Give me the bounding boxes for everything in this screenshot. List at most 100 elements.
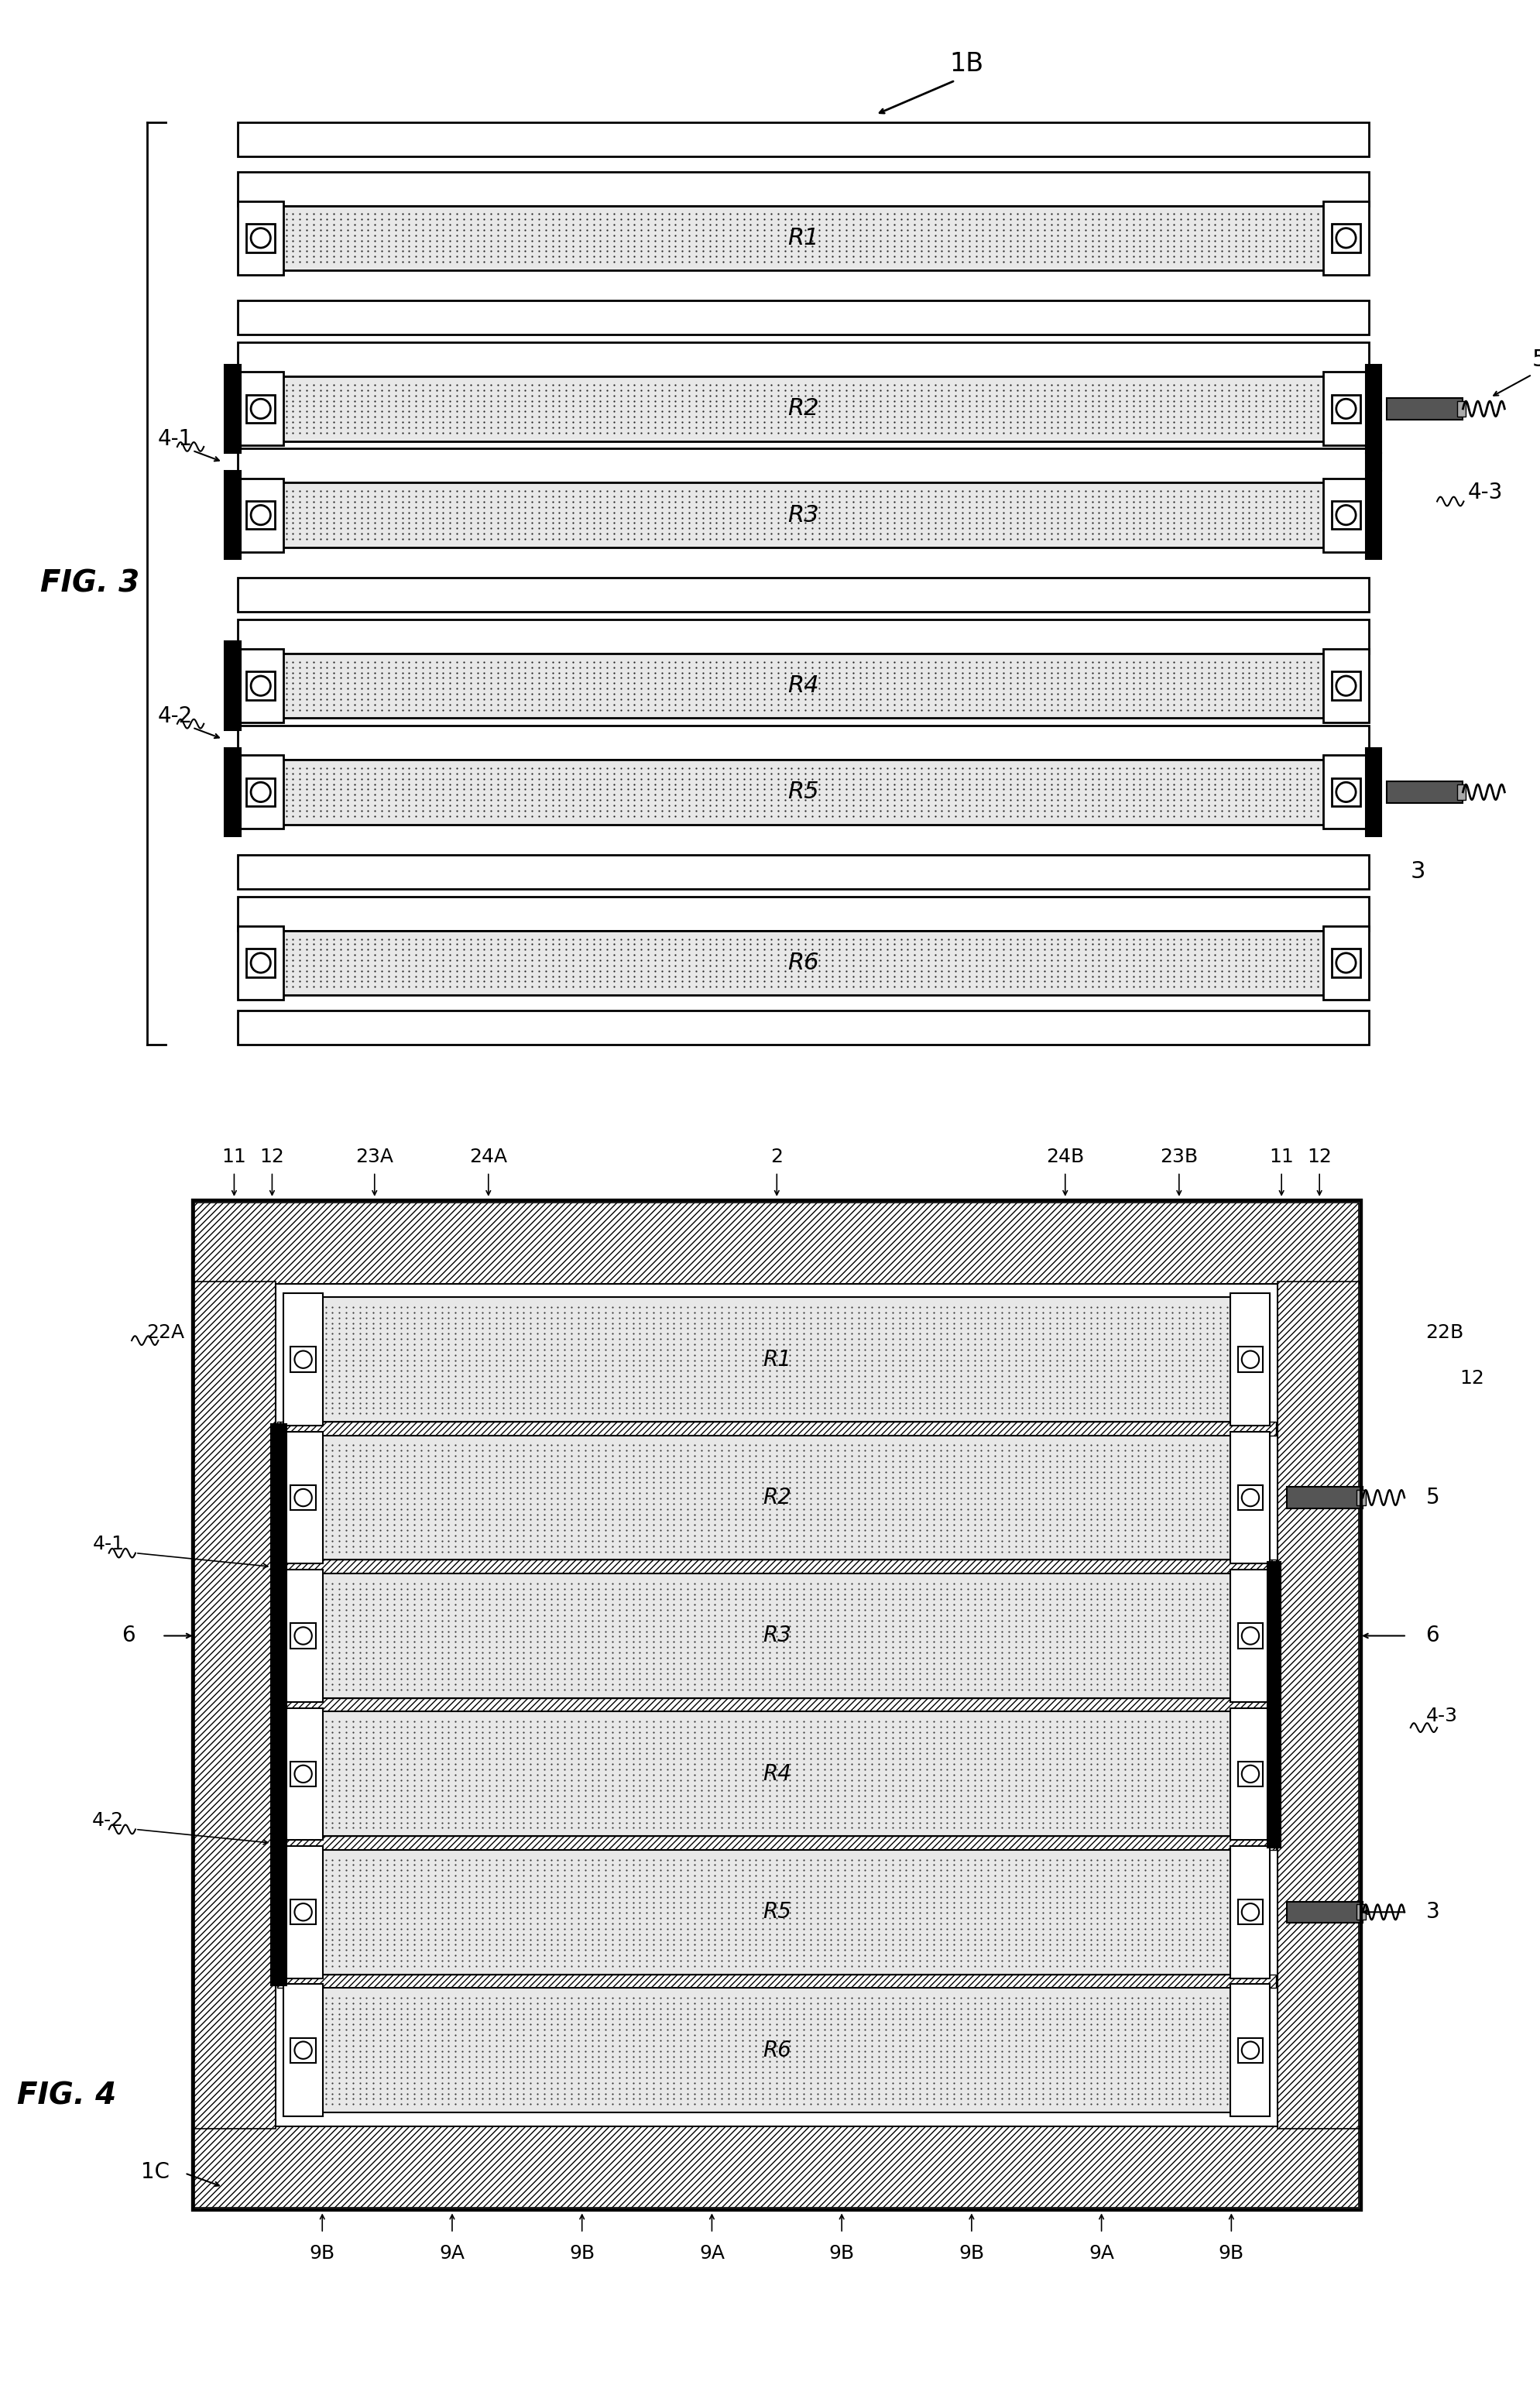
Circle shape — [1335, 954, 1355, 973]
Bar — [1331, 501, 1360, 529]
Text: R4: R4 — [787, 675, 819, 696]
Text: 3: 3 — [1424, 1901, 1438, 1922]
Text: 9A: 9A — [439, 2244, 465, 2263]
Circle shape — [1241, 2042, 1258, 2058]
Bar — [280, 930, 1326, 995]
Circle shape — [251, 675, 271, 696]
Bar — [192, 1200, 1360, 2209]
Text: R3: R3 — [787, 503, 819, 527]
Text: 12: 12 — [1458, 1369, 1485, 1388]
Text: 4-3: 4-3 — [1424, 1708, 1457, 1724]
Bar — [291, 2037, 316, 2063]
Bar — [237, 479, 283, 551]
Bar — [280, 761, 1326, 825]
Bar — [283, 1431, 323, 1565]
Bar — [291, 1763, 316, 1786]
Circle shape — [251, 398, 271, 420]
Bar — [271, 1424, 286, 1572]
Text: 9A: 9A — [1089, 2244, 1113, 2263]
Bar — [237, 200, 283, 274]
Bar — [1277, 1281, 1358, 2127]
Bar — [271, 1701, 286, 1848]
Bar — [246, 394, 274, 422]
Bar — [1364, 453, 1380, 470]
Bar — [237, 122, 1368, 157]
Bar — [237, 577, 1368, 613]
Bar — [1364, 747, 1380, 837]
Circle shape — [1241, 1627, 1258, 1643]
Circle shape — [1241, 1488, 1258, 1507]
Bar — [1237, 1624, 1263, 1648]
Bar — [1331, 949, 1360, 978]
Circle shape — [1241, 1903, 1258, 1920]
Bar — [1230, 1293, 1269, 1426]
Bar — [1331, 778, 1360, 806]
Text: 2: 2 — [770, 1147, 782, 1166]
Bar — [319, 1851, 1234, 1975]
Bar — [194, 1281, 276, 2127]
Bar — [277, 1560, 1275, 1574]
Circle shape — [294, 2042, 311, 2058]
Bar — [192, 1200, 1360, 2209]
Bar — [1323, 200, 1368, 274]
Bar — [291, 1486, 316, 1510]
Text: 5: 5 — [1531, 348, 1540, 370]
Text: 3: 3 — [1409, 861, 1425, 882]
Text: R6: R6 — [762, 2039, 790, 2061]
Bar — [280, 205, 1326, 270]
Text: 4-1: 4-1 — [157, 429, 192, 451]
Bar — [246, 224, 274, 253]
Bar — [1331, 224, 1360, 253]
Bar — [246, 778, 274, 806]
Bar — [319, 1712, 1234, 1836]
Bar — [291, 1348, 316, 1371]
Bar — [283, 1846, 323, 1977]
Text: R1: R1 — [787, 227, 819, 248]
Bar — [1237, 1763, 1263, 1786]
Bar — [1237, 1898, 1263, 1925]
Bar — [1230, 1431, 1269, 1565]
Bar — [237, 372, 283, 446]
Bar — [237, 172, 1368, 205]
Bar — [1386, 782, 1461, 804]
Bar — [1457, 401, 1465, 417]
Bar — [225, 470, 240, 560]
Bar — [246, 673, 274, 701]
Text: 23B: 23B — [1160, 1147, 1198, 1166]
Circle shape — [1335, 398, 1355, 420]
Bar — [271, 1839, 286, 1987]
Bar — [1364, 365, 1380, 453]
Bar — [319, 1436, 1234, 1560]
Bar — [1266, 1562, 1280, 1710]
Bar — [1230, 1569, 1269, 1703]
Text: 9B: 9B — [568, 2244, 594, 2263]
Bar — [277, 1698, 1275, 1712]
Circle shape — [294, 1627, 311, 1643]
Text: 9B: 9B — [829, 2244, 855, 2263]
Bar — [1457, 785, 1465, 799]
Bar — [280, 377, 1326, 441]
Bar — [237, 649, 283, 723]
Text: R6: R6 — [787, 952, 819, 973]
Text: R5: R5 — [762, 1901, 790, 1922]
Text: R2: R2 — [762, 1486, 790, 1507]
Text: R3: R3 — [762, 1624, 790, 1646]
Text: 9A: 9A — [699, 2244, 724, 2263]
Bar — [1323, 756, 1368, 830]
Bar — [1230, 1846, 1269, 1977]
Bar — [1237, 1348, 1263, 1371]
Bar — [319, 1574, 1234, 1698]
Bar — [1364, 470, 1380, 560]
Text: 5: 5 — [1424, 1486, 1438, 1507]
Text: R1: R1 — [762, 1348, 790, 1371]
Bar — [319, 1989, 1234, 2113]
Circle shape — [294, 1350, 311, 1369]
Bar — [283, 1708, 323, 1839]
Text: 4-2: 4-2 — [92, 1810, 125, 1829]
Text: R2: R2 — [787, 398, 819, 420]
Bar — [237, 854, 1368, 890]
Bar — [246, 501, 274, 529]
Bar — [225, 365, 240, 453]
Bar — [1331, 394, 1360, 422]
Bar — [1323, 649, 1368, 723]
